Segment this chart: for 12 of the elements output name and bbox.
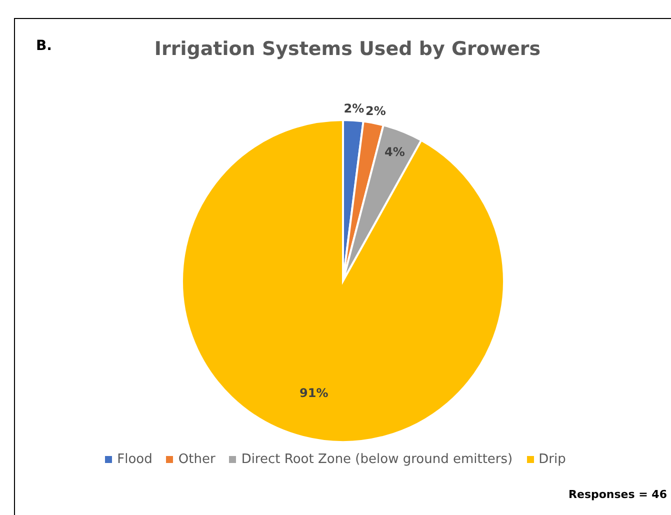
data-label: 2% (366, 104, 386, 118)
text: B. (36, 38, 52, 54)
pie-slice (181, 119, 505, 443)
data-label: 2% (344, 101, 364, 116)
legend-label: Direct Root Zone (below ground emitters) (241, 452, 513, 467)
legend-label: Other (178, 452, 216, 467)
legend-label: Flood (117, 452, 152, 467)
text: Responses = 46 (568, 488, 667, 501)
data-label: 91% (300, 386, 328, 400)
legend-label: Drip (538, 452, 566, 467)
data-label: 4% (384, 144, 405, 159)
chart-title: Irrigation Systems Used by Growers (154, 38, 541, 60)
